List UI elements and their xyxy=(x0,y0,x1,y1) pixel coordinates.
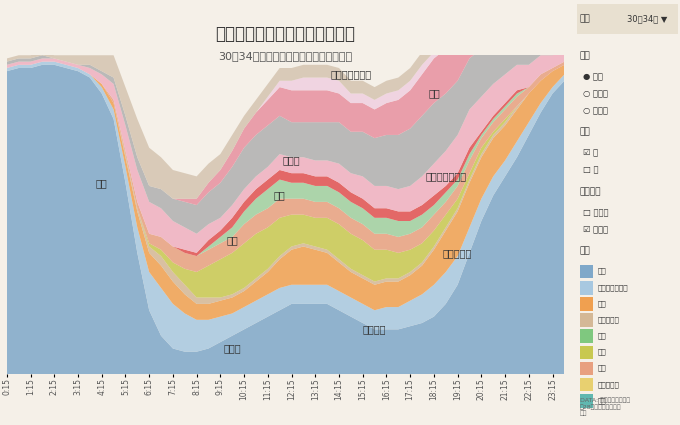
Text: 学業: 学業 xyxy=(226,235,238,245)
FancyBboxPatch shape xyxy=(580,265,592,278)
FancyBboxPatch shape xyxy=(580,297,592,311)
Text: 曜日: 曜日 xyxy=(580,51,591,60)
Text: 就業状態: 就業状態 xyxy=(580,187,601,196)
Text: 睡眠: 睡眠 xyxy=(96,178,107,188)
FancyBboxPatch shape xyxy=(580,362,592,375)
FancyBboxPatch shape xyxy=(580,394,592,408)
Text: 食事: 食事 xyxy=(598,300,607,307)
Text: 身の回りの用事: 身の回りの用事 xyxy=(598,284,628,291)
Text: ● 平日: ● 平日 xyxy=(583,72,603,81)
Text: ☑ 男: ☑ 男 xyxy=(583,149,598,158)
FancyBboxPatch shape xyxy=(580,346,592,359)
FancyBboxPatch shape xyxy=(580,329,592,343)
Text: □ 女: □ 女 xyxy=(583,166,598,175)
Text: 30〜34歳　性別：男　就業状態：無業者: 30〜34歳 性別：男 就業状態：無業者 xyxy=(218,51,353,61)
Text: 育児: 育児 xyxy=(598,397,607,404)
FancyBboxPatch shape xyxy=(580,378,592,391)
Text: 家事: 家事 xyxy=(274,190,286,201)
Text: 男女: 男女 xyxy=(580,128,591,136)
Text: 身の回りの用事: 身の回りの用事 xyxy=(330,69,371,79)
Text: DATA: 総務省統計局「平
成28年社会生活基本調
査」: DATA: 総務省統計局「平 成28年社会生活基本調 査」 xyxy=(580,398,630,416)
Text: ☑ 無業者: ☑ 無業者 xyxy=(583,225,608,234)
Text: 家事: 家事 xyxy=(598,365,607,371)
Text: 仕事: 仕事 xyxy=(598,332,607,339)
FancyBboxPatch shape xyxy=(580,313,592,327)
Text: 介護・看護: 介護・看護 xyxy=(598,381,619,388)
Text: ○ 土曜日: ○ 土曜日 xyxy=(583,89,608,98)
Text: 休養・くつろぎ: 休養・くつろぎ xyxy=(425,171,466,181)
Text: グラフでわかる平日の過ごし方: グラフでわかる平日の過ごし方 xyxy=(216,26,356,43)
Text: 食事: 食事 xyxy=(428,88,440,99)
Text: 年齢: 年齢 xyxy=(580,14,591,24)
Text: 買い物: 買い物 xyxy=(283,156,301,165)
FancyBboxPatch shape xyxy=(580,281,592,295)
Text: その他: その他 xyxy=(224,343,241,354)
Text: 行動: 行動 xyxy=(580,246,591,255)
Text: 睡眠: 睡眠 xyxy=(598,268,607,275)
Text: 通勤・通学: 通勤・通学 xyxy=(598,316,619,323)
Text: 学業: 学業 xyxy=(598,348,607,355)
Text: 趣味・娯楽: 趣味・娯楽 xyxy=(443,248,473,258)
Text: スポーツ: スポーツ xyxy=(363,324,386,334)
FancyBboxPatch shape xyxy=(577,4,678,34)
Text: ○ 日曜日: ○ 日曜日 xyxy=(583,106,608,115)
Text: 30〜34歳 ▼: 30〜34歳 ▼ xyxy=(627,14,668,24)
Text: □ 有業者: □ 有業者 xyxy=(583,208,609,217)
